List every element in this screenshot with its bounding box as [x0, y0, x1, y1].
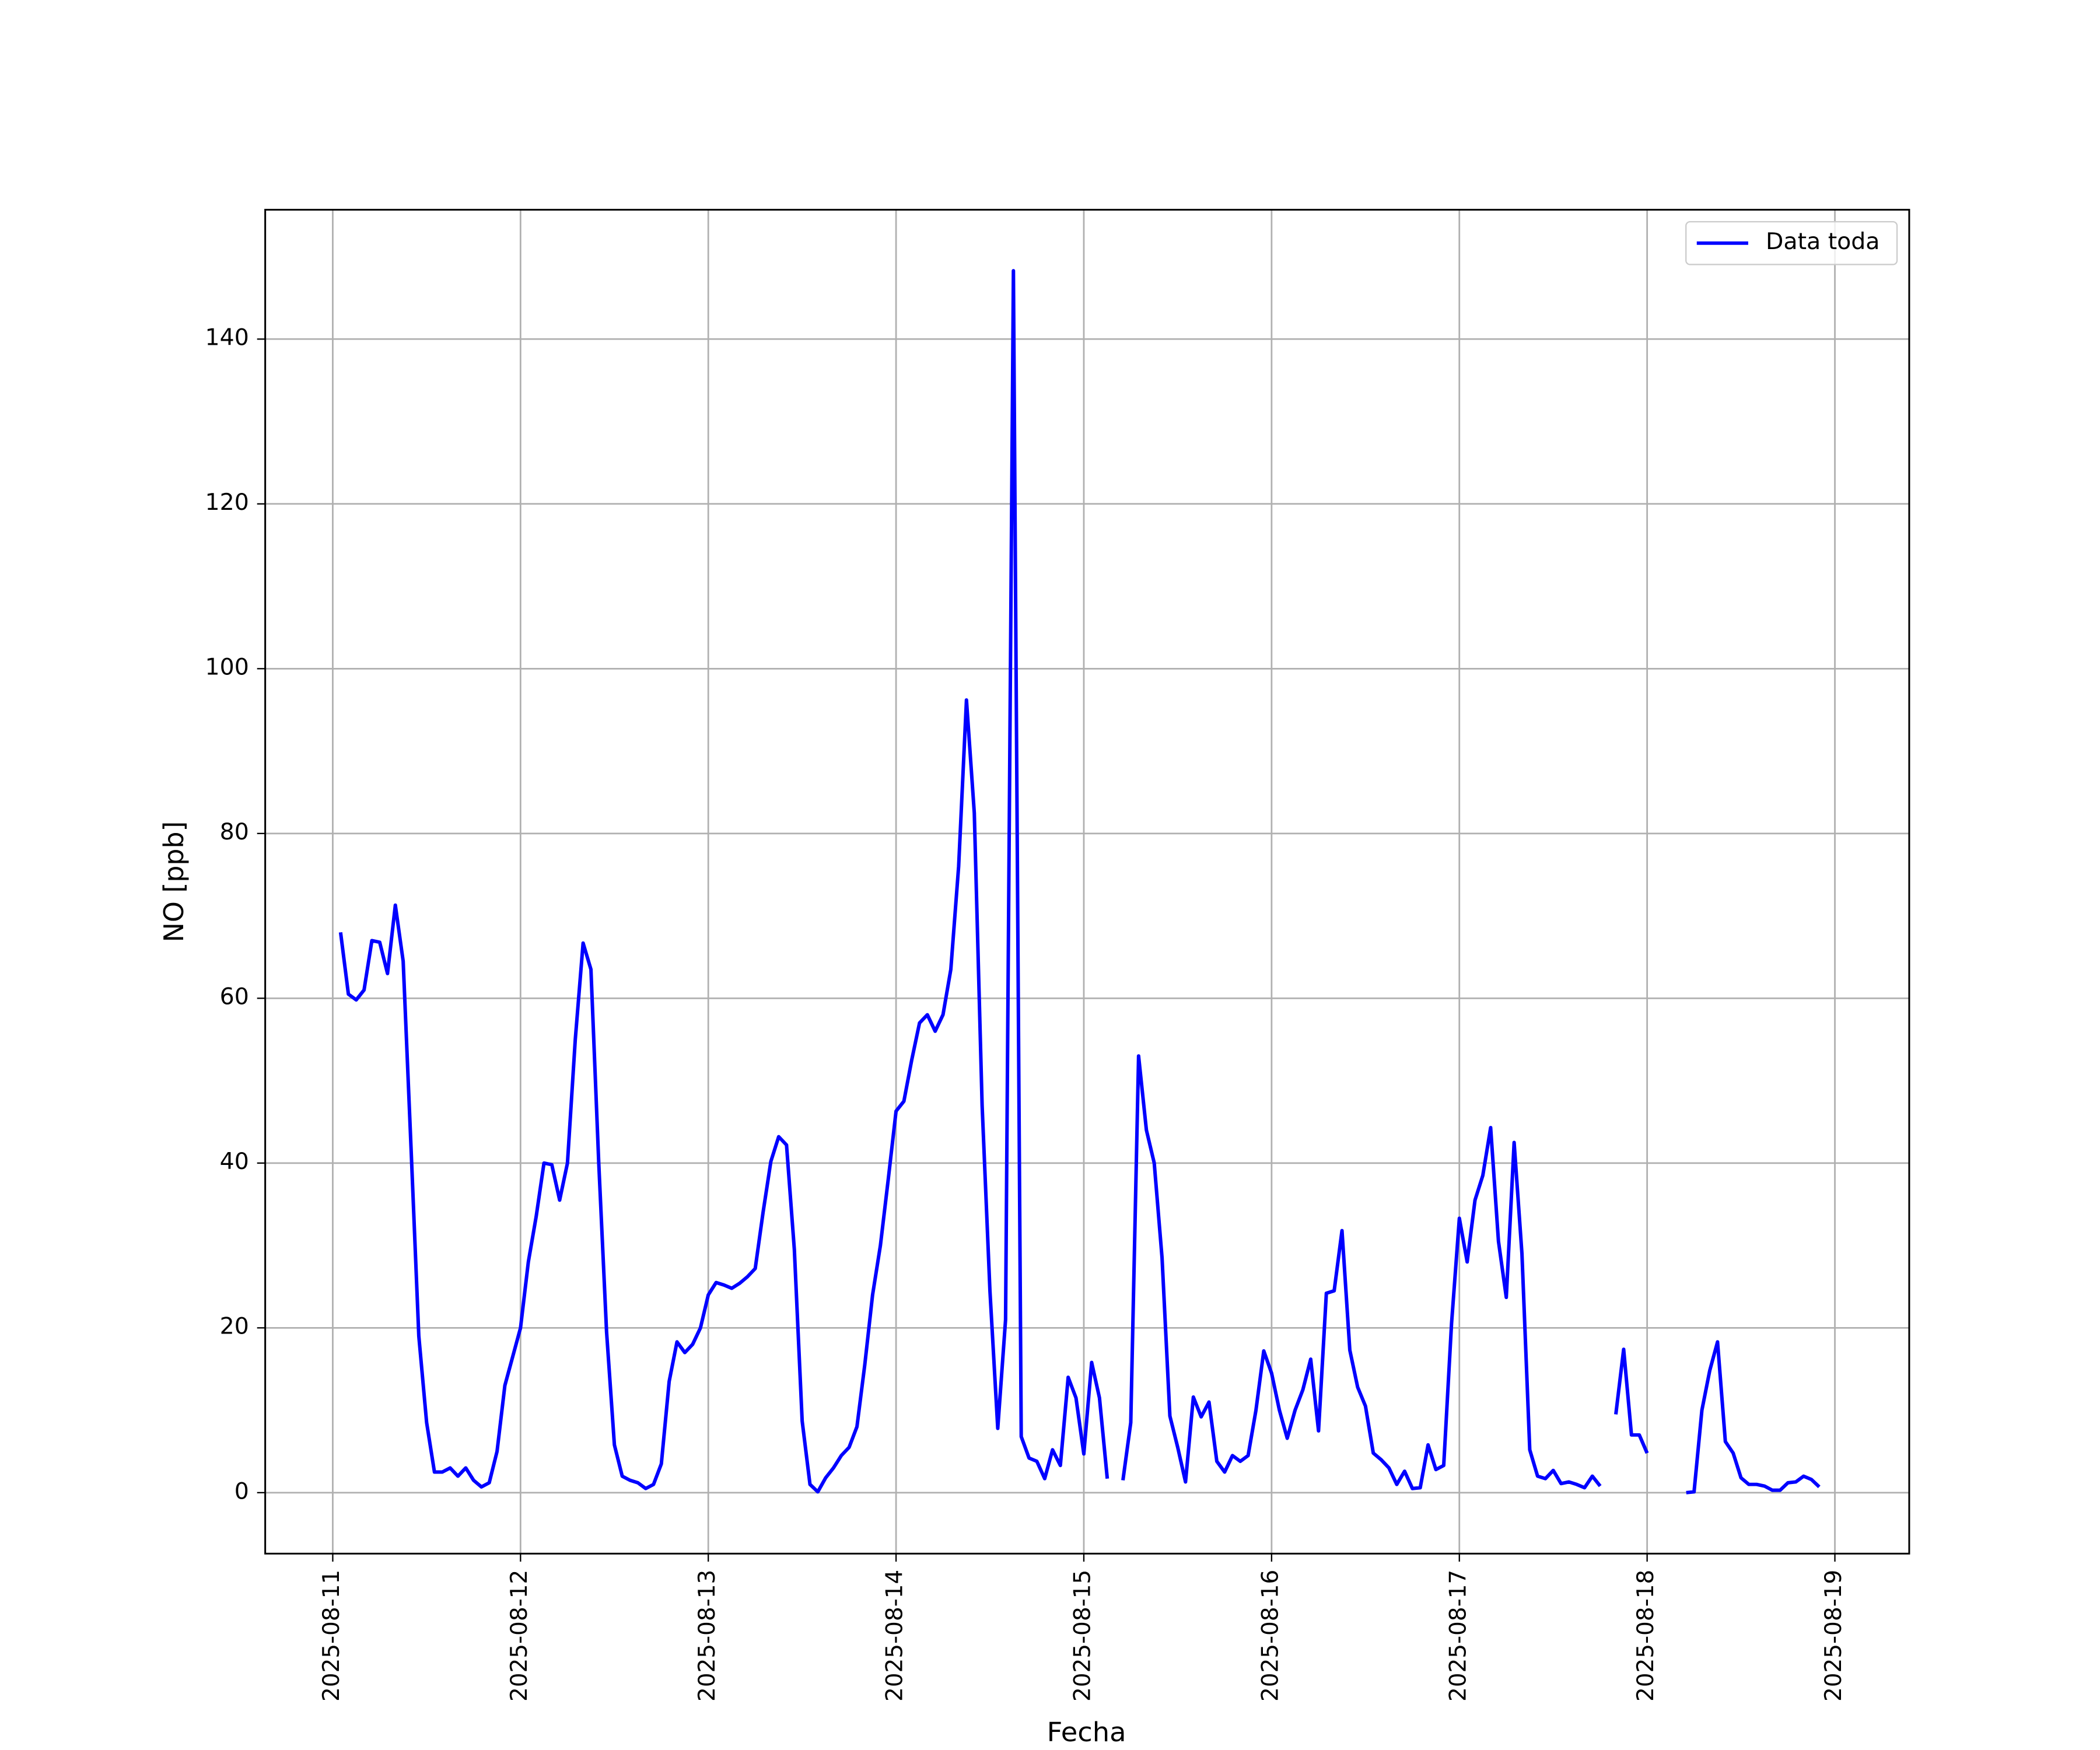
plot-frame: [264, 209, 1910, 1555]
x-tick-label: 2025-08-16: [1257, 1570, 1283, 1702]
y-tick-label: 80: [220, 819, 249, 845]
x-tick-label: 2025-08-12: [506, 1570, 533, 1702]
x-tick-label: 2025-08-17: [1445, 1570, 1471, 1702]
legend-label: Data toda: [1766, 229, 1880, 255]
legend-box: [1685, 221, 1898, 265]
y-tick-label: 100: [205, 654, 249, 681]
y-tick-label: 60: [220, 984, 249, 1010]
x-tick-label: 2025-08-18: [1633, 1570, 1659, 1702]
x-tick-label: 2025-08-11: [318, 1570, 345, 1702]
y-tick-label: 20: [220, 1314, 249, 1340]
x-tick-label: 2025-08-15: [1069, 1570, 1096, 1702]
y-tick-label: 120: [205, 489, 249, 516]
y-tick-label: 40: [220, 1149, 249, 1175]
y-axis-label: NO [ppb]: [158, 821, 190, 943]
x-tick-label: 2025-08-19: [1821, 1570, 1847, 1702]
x-tick-label: 2025-08-13: [694, 1570, 720, 1702]
y-tick-label: 140: [205, 325, 249, 351]
y-tick-label: 0: [235, 1478, 249, 1504]
x-axis-label: Fecha: [1047, 1716, 1126, 1748]
data-line: [338, 269, 1821, 1494]
x-tick-label: 2025-08-14: [881, 1570, 908, 1702]
